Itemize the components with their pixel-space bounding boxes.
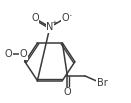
Text: O: O <box>5 49 13 59</box>
Text: O: O <box>61 13 69 23</box>
Text: +: + <box>52 20 58 26</box>
Text: N: N <box>46 22 54 32</box>
Text: O: O <box>64 87 71 97</box>
Text: ·: · <box>69 11 73 21</box>
Text: Br: Br <box>97 78 108 88</box>
Text: O: O <box>31 13 39 23</box>
Text: O: O <box>20 49 28 59</box>
